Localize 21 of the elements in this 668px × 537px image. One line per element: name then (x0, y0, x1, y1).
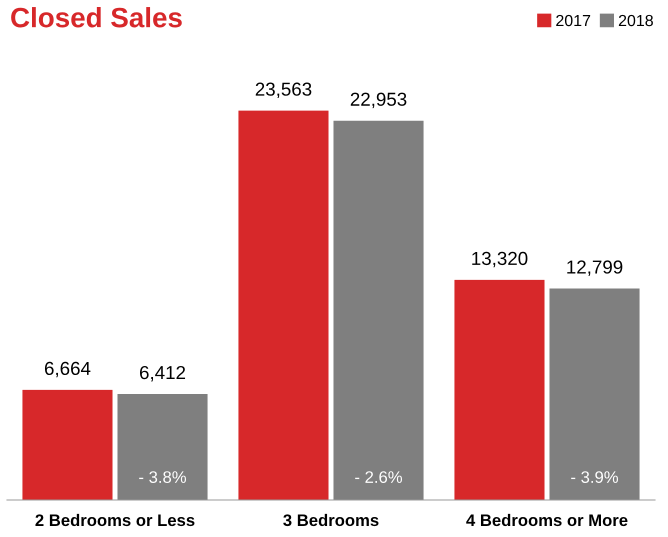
data-label: 13,320 (472, 252, 528, 268)
data-label: 23,563 (256, 82, 312, 98)
annotation: - 3.9% (571, 471, 618, 483)
chart-title: Closed Sales (11, 7, 182, 28)
bar (22, 390, 113, 500)
bar (238, 110, 329, 500)
x-tick-label: 3 Bedrooms (283, 514, 378, 526)
legend-label: 2018 (618, 14, 653, 26)
bar (454, 280, 545, 500)
bar (333, 120, 424, 500)
data-label: 6,412 (140, 366, 186, 382)
annotation: - 2.6% (355, 471, 402, 483)
x-tick-label: 4 Bedrooms or More (466, 514, 628, 526)
bar (117, 394, 208, 500)
bar (549, 288, 640, 500)
data-label: 22,953 (350, 92, 406, 108)
annotation: - 3.8% (139, 471, 186, 483)
x-tick-label: 2 Bedrooms or Less (35, 514, 194, 526)
legend-label: 2017 (556, 14, 590, 26)
data-label: 6,664 (44, 362, 90, 378)
data-label: 12,799 (567, 260, 622, 276)
